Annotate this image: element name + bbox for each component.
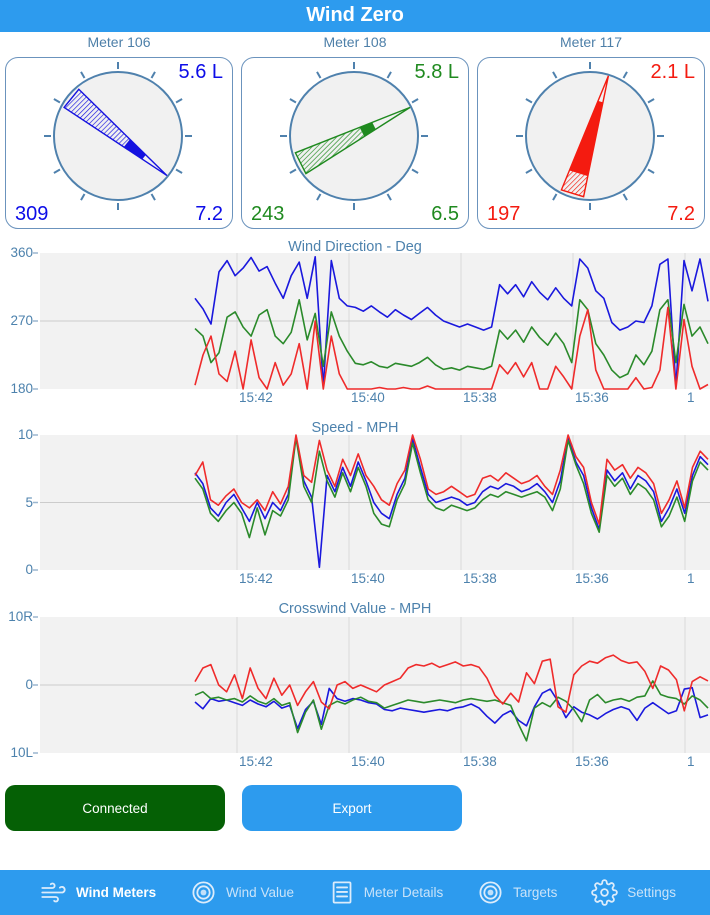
connected-button[interactable]: Connected	[5, 785, 225, 831]
wind-value-readout: 5.8 L	[414, 61, 459, 83]
speed-readout: 6.5	[431, 203, 459, 225]
chart-title-wind-direction: Wind Direction - Deg	[288, 239, 422, 255]
wind-direction-gauge	[44, 62, 192, 210]
export-button[interactable]: Export	[242, 785, 462, 831]
meter-108-gauge-card[interactable]: 5.8 L 243 6.5	[241, 57, 469, 229]
list-icon	[332, 881, 352, 904]
target-icon	[479, 881, 502, 904]
meter-108-label: Meter 108	[323, 34, 387, 50]
tab-bar: Wind Meters Wind Value Meter Details Tar…	[0, 870, 710, 915]
y-axis-label: 360	[10, 245, 33, 260]
x-axis-label: 15:42	[239, 571, 273, 586]
x-axis-label: 15:42	[239, 754, 273, 769]
gear-icon	[591, 879, 618, 906]
tab-label: Wind Meters	[76, 885, 157, 900]
x-axis-label: 1	[687, 571, 695, 586]
x-axis-label: 15:40	[351, 754, 385, 769]
chart-title-crosswind: Crosswind Value - MPH	[278, 601, 432, 617]
wind-icon	[41, 882, 66, 903]
meter-117-label: Meter 117	[560, 34, 622, 50]
tab-wind-value[interactable]: Wind Value	[190, 879, 294, 906]
wind-direction-gauge	[516, 62, 664, 210]
x-axis-label: 15:38	[463, 390, 497, 405]
tab-label: Meter Details	[363, 885, 444, 900]
page-title: Wind Zero	[306, 4, 404, 26]
tab-label: Settings	[627, 885, 676, 900]
series-meter-106	[194, 255, 709, 388]
series-meter-108	[194, 298, 709, 379]
y-axis-label: 10	[17, 427, 33, 442]
y-axis-label: 10R	[8, 609, 33, 624]
y-axis-label: 0	[25, 562, 33, 577]
y-axis-label: 5	[25, 494, 33, 510]
series-meter-108	[194, 436, 709, 539]
series-meter-117	[194, 306, 709, 390]
meter-106-gauge-card[interactable]: 5.6 L 309 7.2	[5, 57, 233, 229]
wind-direction-gauge	[280, 62, 428, 210]
series-meter-106	[194, 686, 709, 730]
x-axis-label: 15:40	[351, 390, 385, 405]
tab-label: Wind Value	[225, 885, 294, 900]
x-axis-label: 15:36	[575, 571, 609, 586]
y-axis-label: 10L	[10, 745, 33, 760]
wind-value-readout: 5.6 L	[178, 61, 223, 83]
meter-117-gauge-card[interactable]: 2.1 L 197 7.2	[477, 57, 705, 229]
tab-settings[interactable]: Settings	[591, 879, 676, 906]
tab-targets[interactable]: Targets	[477, 879, 557, 906]
y-axis-label: 270	[10, 313, 33, 328]
x-axis-label: 1	[687, 754, 695, 769]
y-axis-label: 0	[25, 677, 33, 692]
tab-meter-details[interactable]: Meter Details	[328, 879, 444, 906]
series-meter-117	[194, 654, 709, 714]
chart-title-speed: Speed - MPH	[311, 420, 399, 436]
direction-readout: 197	[487, 203, 521, 225]
target-icon	[192, 881, 215, 904]
tab-label: Targets	[513, 885, 558, 900]
series-meter-106	[194, 435, 709, 569]
x-axis-label: 15:40	[351, 571, 385, 586]
x-axis-label: 15:36	[575, 390, 609, 405]
direction-readout: 309	[15, 203, 49, 225]
header-bar: Wind Zero	[0, 0, 710, 32]
x-axis-label: 15:42	[239, 390, 273, 405]
meter-106-label: Meter 106	[87, 34, 151, 50]
speed-readout: 7.2	[667, 203, 695, 225]
series-meter-108	[194, 680, 709, 742]
x-axis-label: 15:38	[463, 571, 497, 586]
tab-wind-meters[interactable]: Wind Meters	[40, 879, 156, 906]
speed-readout: 7.2	[195, 203, 223, 225]
series-meter-117	[194, 434, 709, 525]
y-axis-label: 180	[10, 381, 33, 396]
direction-readout: 243	[251, 203, 285, 225]
x-axis-label: 15:38	[463, 754, 497, 769]
x-axis-label: 15:36	[575, 754, 609, 769]
x-axis-label: 1	[687, 390, 695, 405]
wind-value-readout: 2.1 L	[650, 61, 695, 83]
